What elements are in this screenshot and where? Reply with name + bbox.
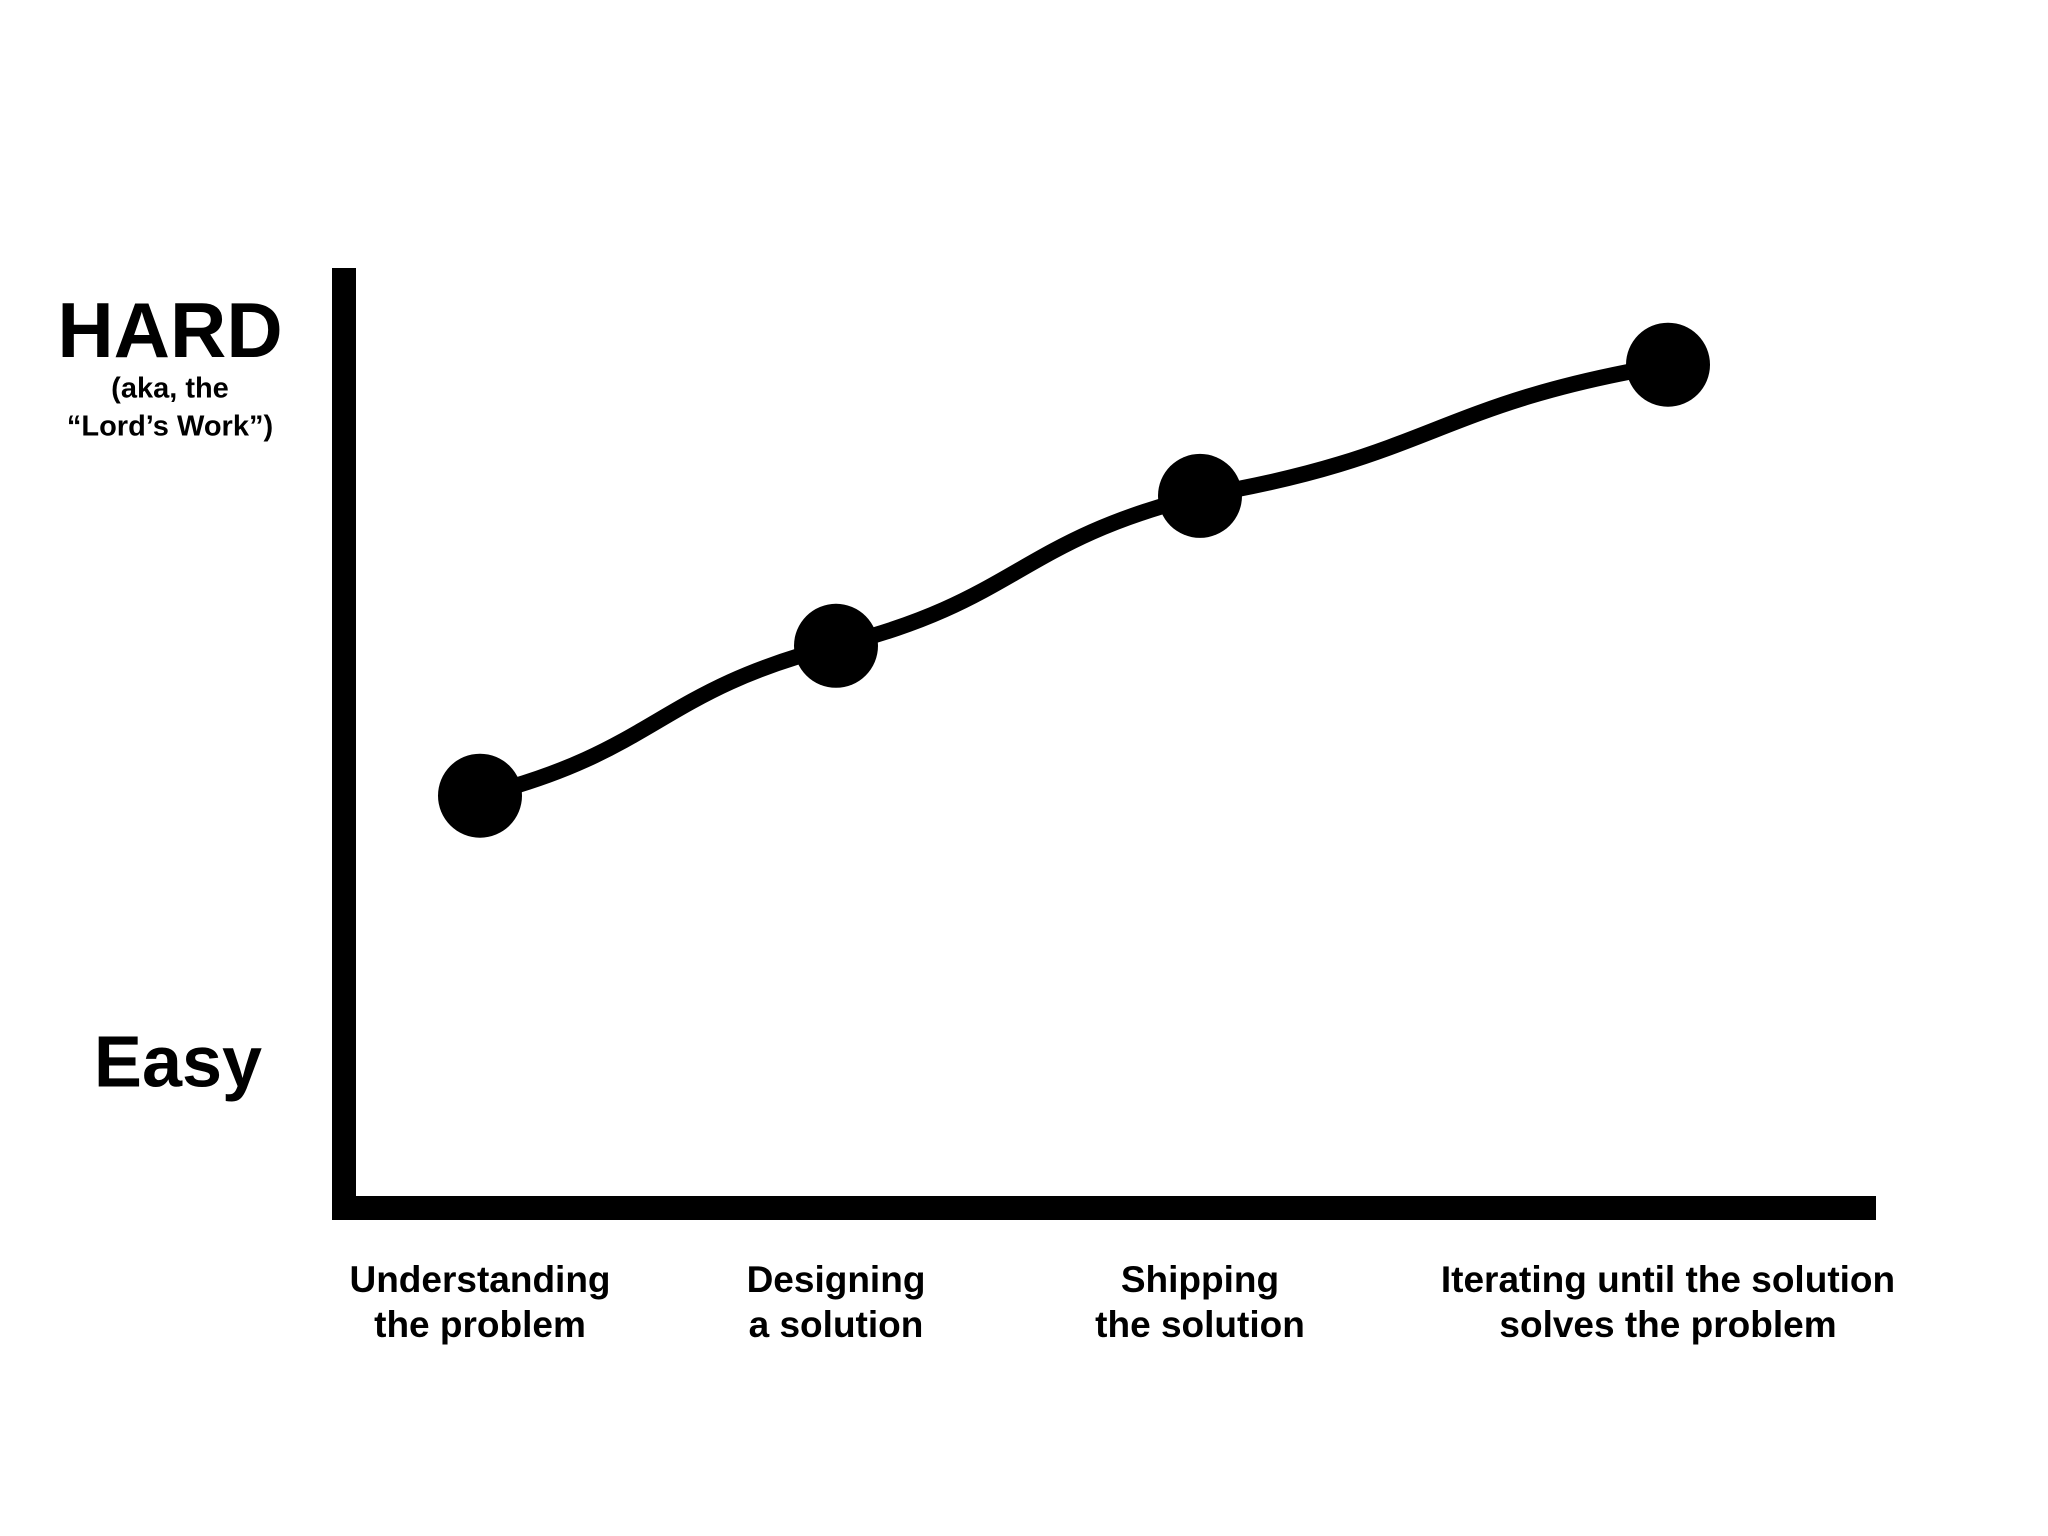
point (1626, 322, 1710, 407)
x-tick-label: Designing (747, 1259, 926, 1300)
y-tick-label: HARD (57, 286, 282, 374)
point (438, 753, 522, 838)
point (794, 603, 878, 688)
x-tick-label: the solution (1095, 1304, 1305, 1345)
y-tick-label: Easy (94, 1022, 262, 1102)
x-tick-label: a solution (749, 1304, 924, 1345)
x-tick-label: Shipping (1121, 1259, 1279, 1300)
point (1158, 453, 1242, 538)
x-tick-label: Understanding (349, 1259, 610, 1300)
annotation: “Lord’s Work”) (67, 411, 273, 443)
x-tick-label: Iterating until the solution (1441, 1259, 1895, 1300)
annotation: (aka, the (111, 373, 229, 405)
x-tick-label: solves the problem (1499, 1304, 1836, 1345)
line (478, 356, 1670, 804)
x-tick-label: the problem (374, 1304, 586, 1345)
